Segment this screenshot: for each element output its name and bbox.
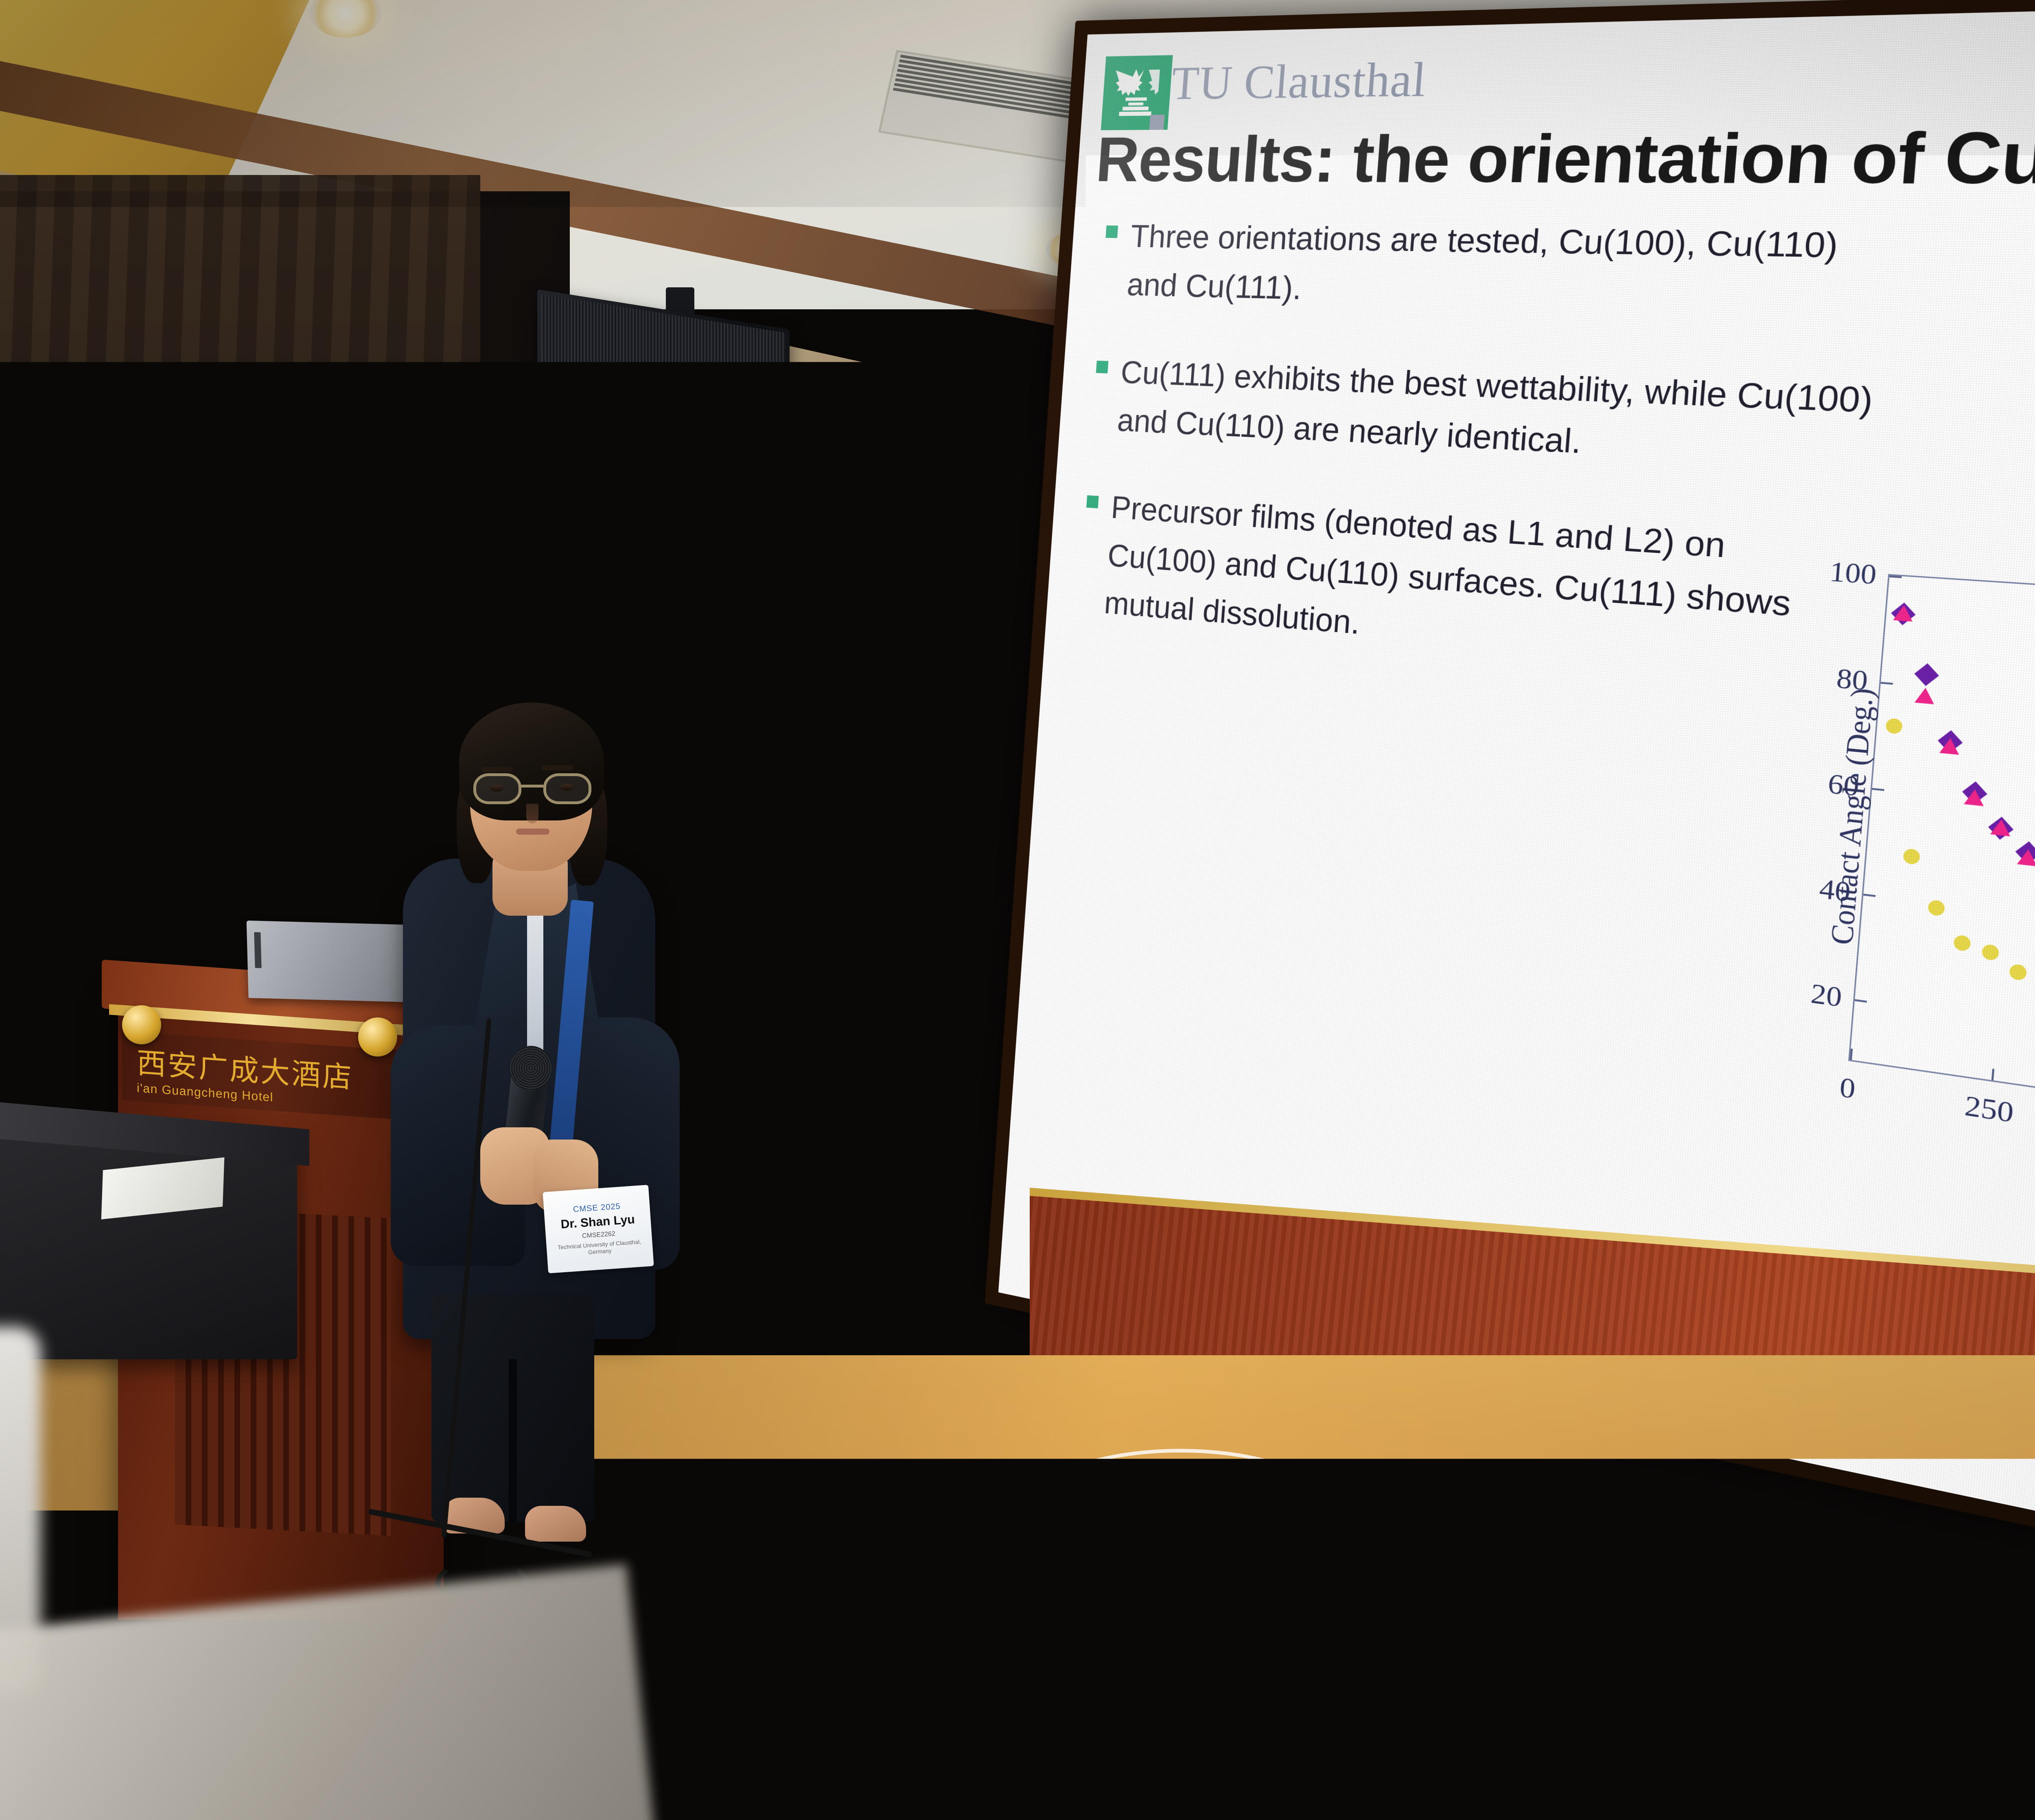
chart-data-point — [1885, 718, 1903, 734]
bullet-text: Precursor films (denoted as L1 and L2) o… — [1103, 483, 1863, 689]
chart-y-tick-mark — [1863, 894, 1875, 897]
chart-y-tick-label: 20 — [1810, 977, 1843, 1014]
list-item: Precursor films (denoted as L1 and L2) o… — [1078, 482, 1864, 689]
list-item: Cu(111) exhibits the best wettability, w… — [1091, 348, 1876, 482]
chart-x-tick-label: 0 — [1838, 1071, 1857, 1106]
chart-data-point — [1915, 663, 1939, 686]
chart-data-point — [1927, 899, 1945, 916]
chart-data-point — [1981, 943, 1999, 961]
bullet-list: Three orientations are tested, Cu(100), … — [1075, 212, 1889, 734]
chart-y-tick-mark — [1872, 788, 1884, 791]
chart-plot-area: 2040608010002505007501000 — [1850, 575, 2035, 1152]
carpet-cloud-motif-7 — [1473, 1547, 1807, 1677]
logo-wordmark: TU Clausthal — [1170, 52, 1429, 111]
chart-x-tick-mark — [1991, 1069, 1995, 1081]
presenter-eyebrow-left — [481, 767, 513, 772]
chart-x-tick-mark — [1850, 1048, 1853, 1060]
chart-data-point — [2009, 963, 2027, 981]
chart-y-tick-mark — [1855, 999, 1867, 1003]
chart-y-tick-mark — [1889, 575, 1902, 578]
badge-code: CMSE2262 — [582, 1230, 616, 1240]
wood-pillar — [692, 424, 838, 1351]
chart-data-point — [1939, 737, 1960, 755]
presenter-eyebrow-right — [541, 765, 573, 770]
presenter-name-badge: CMSE 2025 Dr. Shan Lyu CMSE2262 Technica… — [543, 1185, 654, 1273]
chart-data-point — [1990, 818, 2011, 836]
chart-data-point — [1915, 687, 1935, 704]
bullet-square-icon — [1105, 225, 1118, 238]
chart-y-tick-mark — [1881, 682, 1893, 685]
conference-room-photo: TU Clausthal Results: the orientation of… — [0, 0, 2035, 1820]
presenter-shoe-right — [525, 1506, 586, 1542]
bullet-text: Three orientations are tested, Cu(100), … — [1125, 212, 1888, 328]
podium-knob-right — [358, 1017, 397, 1057]
chart-data-point — [1893, 605, 1914, 622]
bullet-square-icon — [1086, 495, 1099, 508]
glasses-bridge — [521, 785, 543, 788]
presenter-nose — [526, 804, 538, 823]
presenter-leg-gap — [509, 1359, 517, 1522]
badge-name: Dr. Shan Lyu — [560, 1212, 635, 1232]
badge-event: CMSE 2025 — [573, 1202, 621, 1214]
chart-x-tick-label: 250 — [1963, 1089, 2015, 1130]
carpet-cloud-motif-6 — [1091, 1660, 1490, 1807]
chart-data-point — [1964, 789, 1985, 806]
bullet-text: Cu(111) exhibits the best wettability, w… — [1116, 348, 1876, 482]
badge-affiliation: Technical University of Clausthal, Germa… — [546, 1238, 653, 1259]
presenter-mouth — [516, 829, 549, 835]
podium-knob-left — [122, 1005, 161, 1044]
chart-data-point — [1953, 935, 1971, 952]
slide-title: Results: the orientation of Cu substrate — [1094, 112, 2035, 203]
contact-angle-chart: 2040608010002505007501000 Contact Angle … — [1848, 574, 2035, 1153]
chart-y-tick-label: 100 — [1828, 555, 1877, 591]
list-item: Three orientations are tested, Cu(100), … — [1101, 212, 1888, 328]
chart-data-point — [1903, 848, 1921, 865]
carpet-cloud-motif-5 — [635, 1648, 993, 1787]
bullet-square-icon — [1096, 361, 1109, 373]
presenter-eye-left — [490, 785, 503, 792]
chart-data-point — [2017, 849, 2035, 866]
carpet-cloud-motif-4 — [1026, 1449, 1335, 1571]
presenter-eye-right — [560, 784, 574, 791]
